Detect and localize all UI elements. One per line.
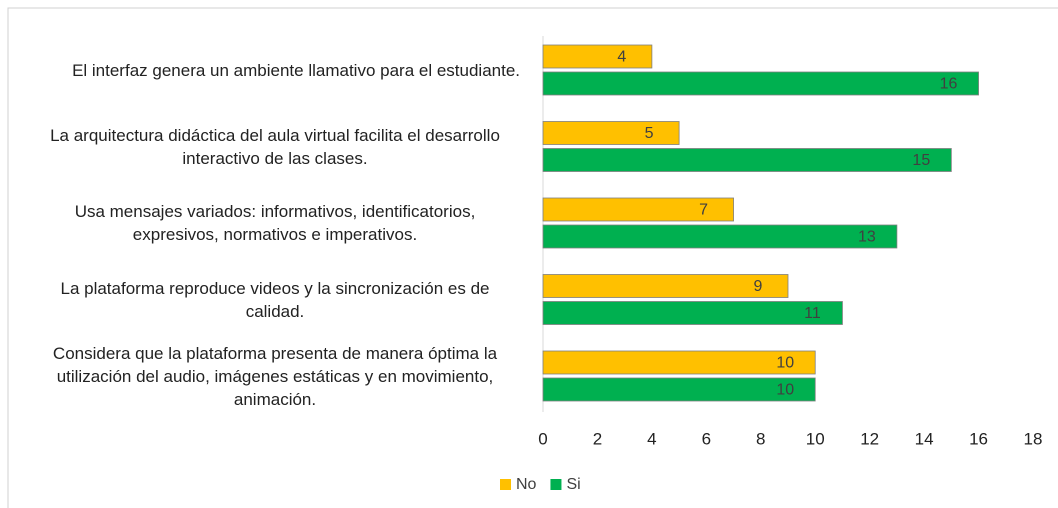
x-tick-label: 2 [593, 429, 602, 448]
chart-border [7, 7, 1058, 508]
bar [542, 44, 653, 69]
category-label: La plataforma reproduce videos y la sinc… [20, 262, 520, 338]
category-label: El interfaz genera un ambiente llamativo… [20, 32, 520, 108]
x-tick-label: 0 [538, 429, 547, 448]
x-tick-label: 4 [647, 429, 656, 448]
category-text: El interfaz genera un ambiente llamativo… [72, 60, 520, 80]
value-label: 9 [754, 278, 763, 295]
x-tick-label: 6 [702, 429, 711, 448]
category-text: La plataforma reproduce videos y la sinc… [60, 278, 490, 321]
legend-swatch [500, 479, 511, 490]
bar [542, 197, 734, 222]
bar [542, 301, 843, 325]
category-text: Usa mensajes variados: informativos, ide… [74, 202, 476, 244]
bar [542, 224, 898, 249]
category-text: La arquitectura didáctica del aula virtu… [50, 125, 500, 168]
x-tick-label: 18 [1024, 429, 1043, 448]
x-tick-label: 16 [969, 429, 988, 448]
value-label: 16 [940, 76, 958, 93]
legend-swatch [550, 479, 562, 490]
value-label: 11 [804, 305, 821, 322]
category-label: Considera que la plataforma presenta de … [20, 338, 520, 414]
x-tick-label: 12 [860, 429, 879, 448]
value-label: 10 [776, 382, 794, 399]
bar [542, 71, 979, 96]
bar [542, 121, 680, 145]
bar [542, 377, 816, 402]
value-label: 10 [776, 355, 794, 372]
bar [542, 350, 816, 375]
x-tick-label: 10 [806, 429, 825, 448]
legend-label: Si [566, 476, 580, 493]
value-label: 15 [912, 152, 930, 169]
bar [542, 148, 952, 172]
value-label: 13 [858, 229, 876, 246]
category-label: Usa mensajes variados: informativos, ide… [20, 185, 520, 261]
category-text: Considera que la plataforma presenta de … [52, 343, 498, 409]
category-label: La arquitectura didáctica del aula virtu… [20, 109, 520, 185]
legend-label: No [516, 476, 537, 493]
value-label: 5 [645, 125, 654, 142]
bar [542, 274, 789, 298]
value-label: 7 [699, 202, 708, 219]
x-tick-label: 14 [915, 429, 934, 448]
x-tick-label: 8 [756, 429, 765, 448]
value-label: 4 [617, 49, 626, 66]
